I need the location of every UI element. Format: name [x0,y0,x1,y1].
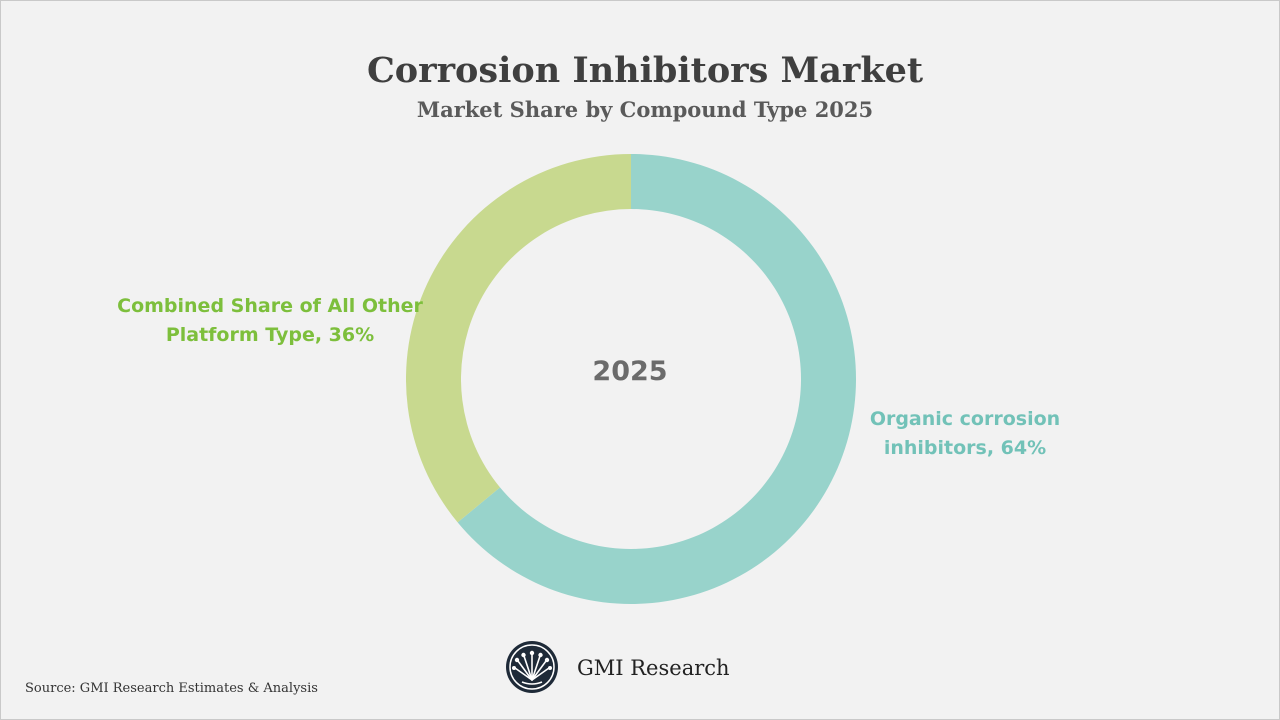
donut-slice-organic [457,154,856,604]
gmi-logo-icon [506,641,558,693]
slice-label-organic-line2: inhibitors, 64% [883,437,1047,459]
slice-label-other: Combined Share of All Other Platform Typ… [110,292,430,350]
slice-label-other-line2: Platform Type, 36% [165,324,375,346]
donut-slice-other [405,154,631,523]
chart-title: Corrosion Inhibitors Market [366,50,924,91]
brand-name: GMI Research [577,656,730,680]
slice-label-other-line1: Combined Share of All Other [117,295,423,317]
slice-label-organic: Organic corrosion inhibitors, 64% [860,405,1070,463]
slice-label-organic-line1: Organic corrosion [869,408,1061,430]
source-note: Source: GMI Research Estimates & Analysi… [25,681,318,696]
donut-chart [405,154,856,604]
donut-center-label: 2025 [592,356,668,387]
chart-subtitle: Market Share by Compound Type 2025 [416,97,874,122]
